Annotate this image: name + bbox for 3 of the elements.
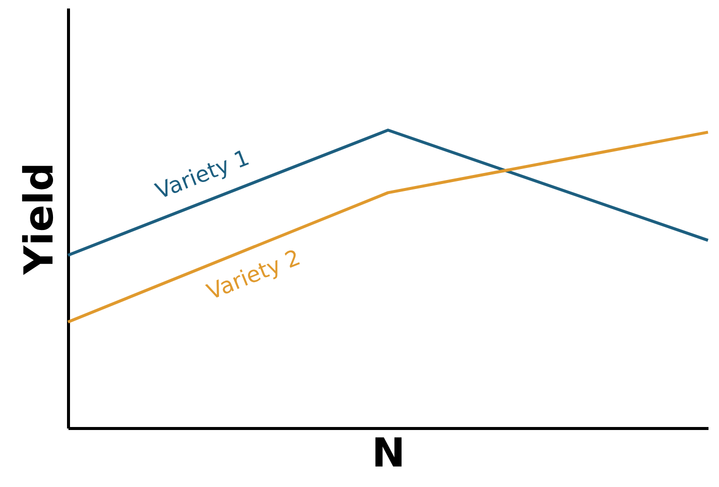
y-axis-title: Yield	[16, 162, 62, 276]
x-axis-title: N	[372, 430, 406, 476]
text: Variety 1	[152, 146, 253, 205]
